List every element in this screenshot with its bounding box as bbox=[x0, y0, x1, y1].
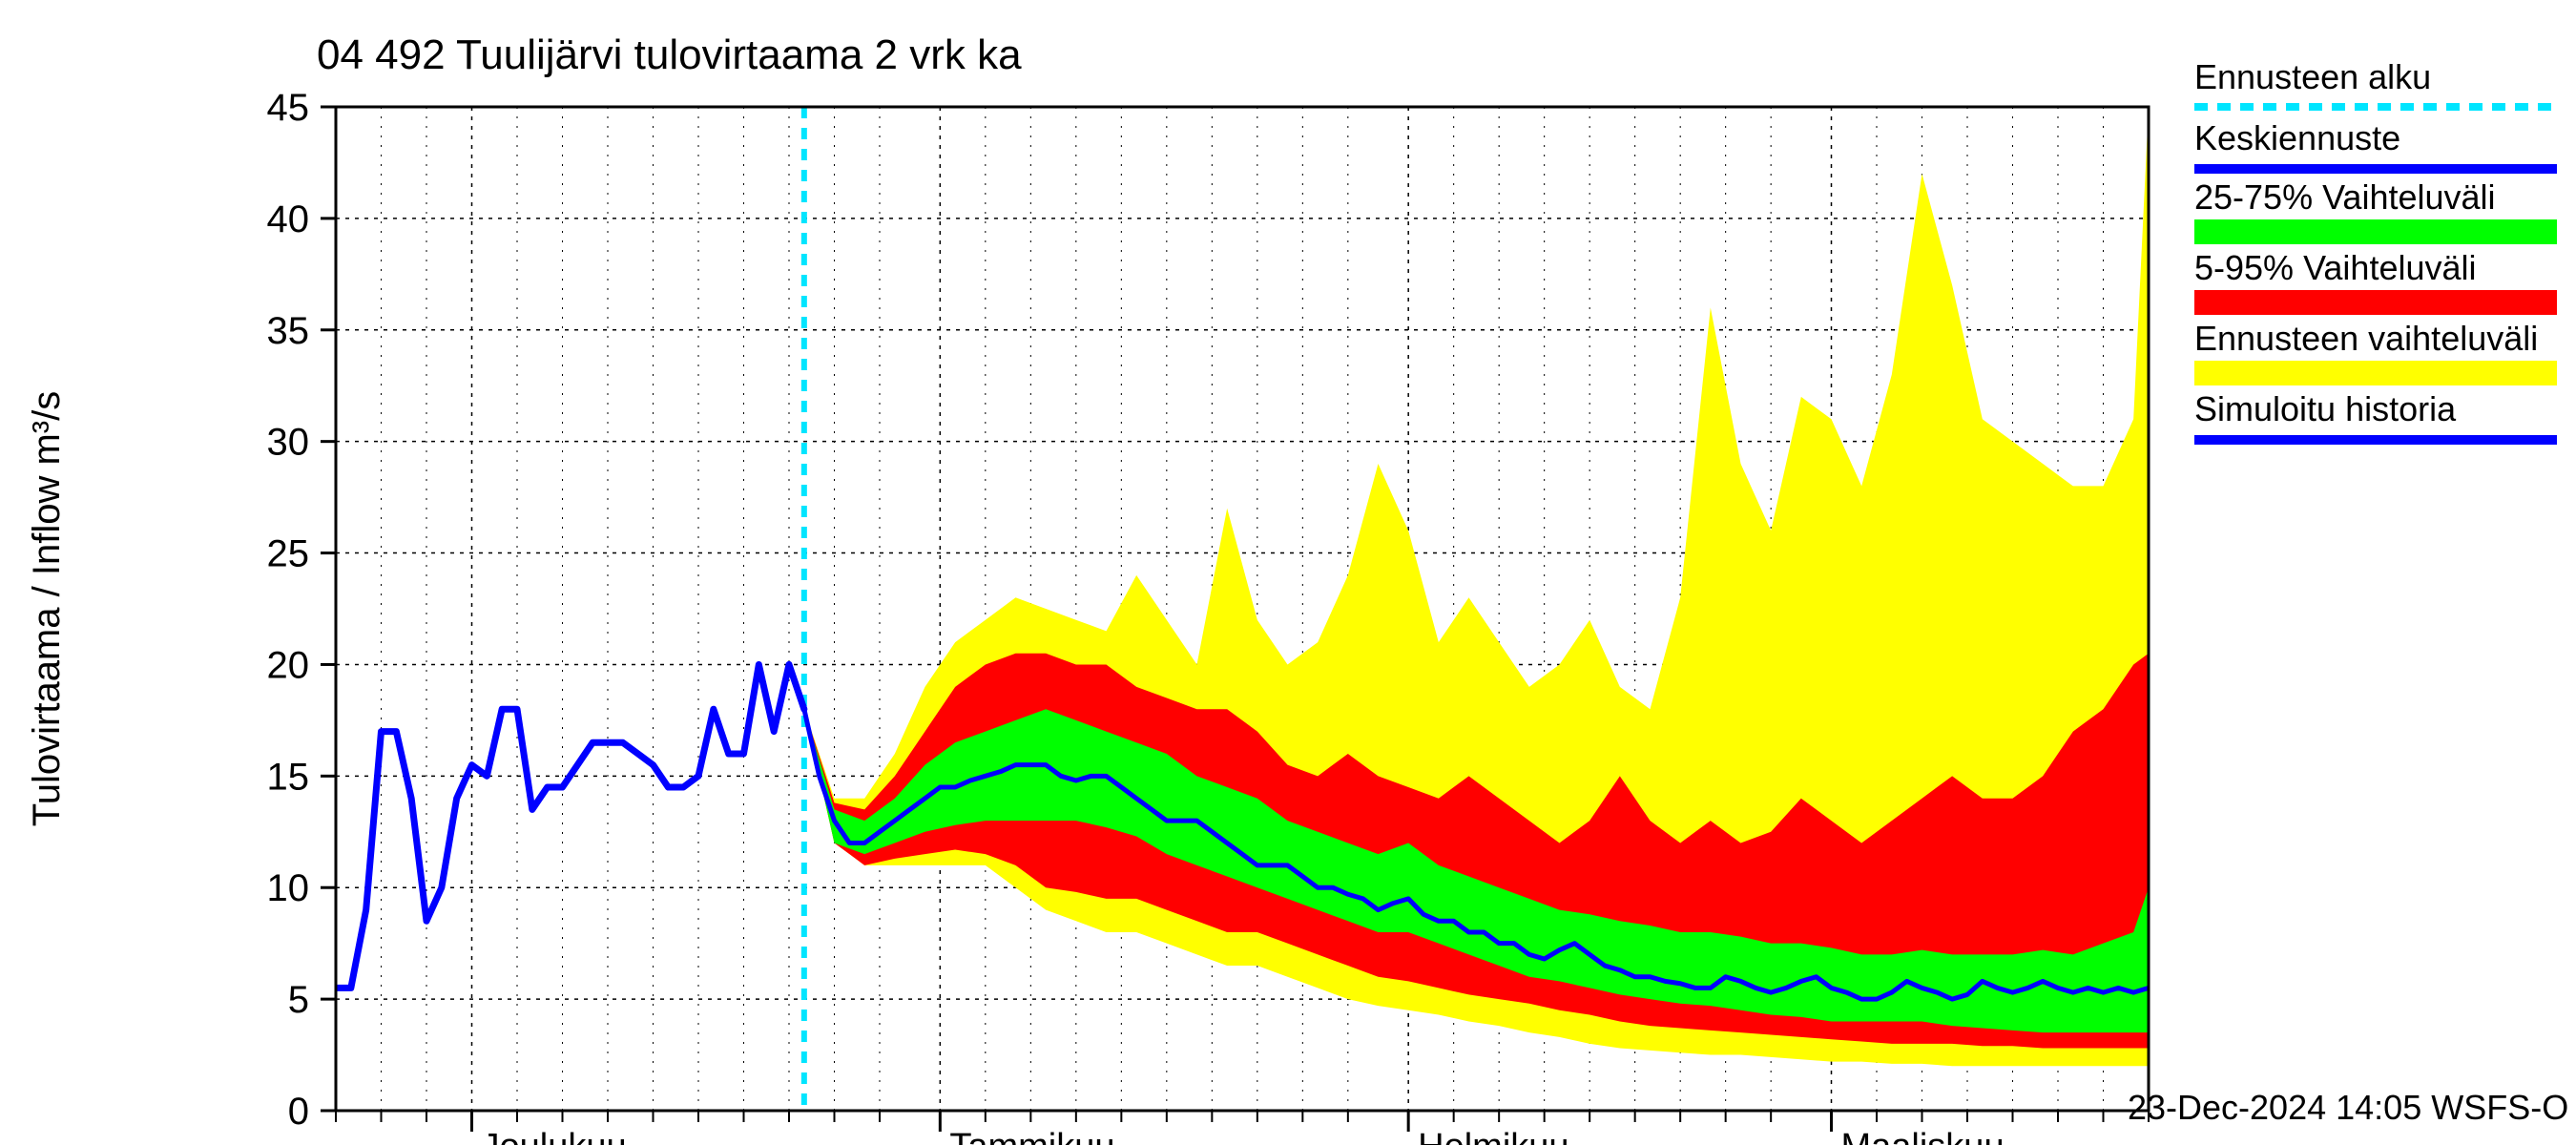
legend-row: 5-95% Vaihteluväli bbox=[2194, 248, 2557, 315]
y-tick-label: 45 bbox=[267, 87, 310, 129]
y-tick-label: 35 bbox=[267, 310, 310, 352]
legend-swatch bbox=[2194, 435, 2557, 445]
y-tick-label: 10 bbox=[267, 867, 310, 909]
legend-row: Keskiennuste bbox=[2194, 118, 2557, 174]
x-tick-label-top: Tammikuu bbox=[949, 1127, 1114, 1145]
chart-stage: 051015202530354045Joulukuu2024Tammikuu20… bbox=[0, 0, 2576, 1145]
y-tick-label: 40 bbox=[267, 198, 310, 240]
y-tick-label: 5 bbox=[288, 979, 309, 1021]
footer-timestamp: 23-Dec-2024 14:05 WSFS-O bbox=[2128, 1088, 2568, 1128]
legend-row: Ennusteen alku bbox=[2194, 57, 2557, 114]
x-tick-label-top: Joulukuu bbox=[482, 1127, 627, 1145]
x-tick-label-top: Maaliskuu bbox=[1841, 1127, 2005, 1145]
chart-title: 04 492 Tuulijärvi tulovirtaama 2 vrk ka bbox=[317, 31, 1022, 78]
legend-row: Simuloitu historia bbox=[2194, 389, 2557, 445]
legend-swatch bbox=[2194, 290, 2557, 315]
legend-swatch bbox=[2194, 361, 2557, 385]
legend-swatch bbox=[2194, 219, 2557, 244]
legend-swatch bbox=[2194, 99, 2557, 114]
y-tick-label: 0 bbox=[288, 1091, 309, 1133]
x-tick-label-top: Helmikuu bbox=[1418, 1127, 1568, 1145]
legend-row: Ennusteen vaihteluväli bbox=[2194, 319, 2557, 385]
legend: Ennusteen alku Keskiennuste 25-75% Vaihtel… bbox=[2194, 57, 2557, 448]
y-tick-label: 20 bbox=[267, 644, 310, 686]
legend-label: 25-75% Vaihteluväli bbox=[2194, 177, 2557, 218]
legend-label: Simuloitu historia bbox=[2194, 389, 2557, 429]
inflow-chart-svg: 051015202530354045Joulukuu2024Tammikuu20… bbox=[0, 0, 2576, 1145]
y-tick-label: 25 bbox=[267, 533, 310, 575]
y-tick-label: 15 bbox=[267, 756, 310, 798]
legend-label: Ennusteen alku bbox=[2194, 57, 2557, 97]
legend-swatch bbox=[2194, 164, 2557, 174]
legend-label: Ennusteen vaihteluväli bbox=[2194, 319, 2557, 359]
y-tick-label: 30 bbox=[267, 422, 310, 464]
legend-row: 25-75% Vaihteluväli bbox=[2194, 177, 2557, 244]
legend-label: 5-95% Vaihteluväli bbox=[2194, 248, 2557, 288]
y-axis-label: Tulovirtaama / Inflow m³/s bbox=[26, 391, 68, 826]
legend-label: Keskiennuste bbox=[2194, 118, 2557, 158]
